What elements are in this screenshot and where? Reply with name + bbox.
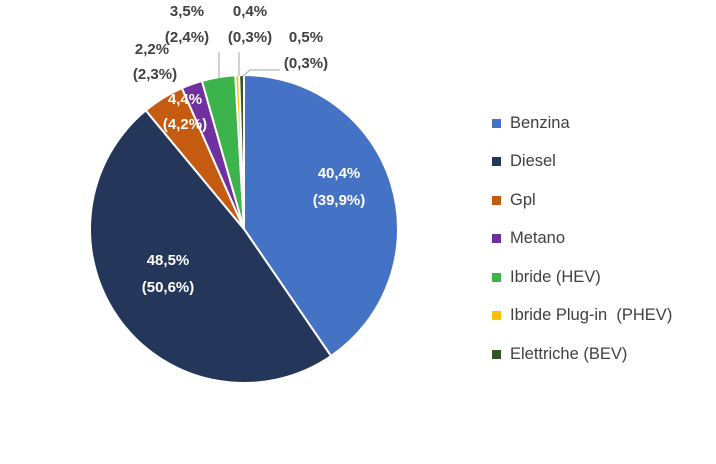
data-label-gpl: 4,4% [168,91,202,108]
legend-swatch-diesel [492,157,501,167]
legend-label-gpl: Gpl [510,190,536,209]
data-label-metano: 2,2% [135,41,169,58]
data-sublabel-hev: (2,4%) [165,29,209,46]
data-sublabel-metano: (2,3%) [133,66,177,83]
legend-item-diesel: Diesel [492,143,672,182]
legend: Benzina Diesel Gpl Metano Ibride (HEV) I… [492,104,672,374]
pie-slice-diesel [89,108,333,384]
legend-item-gpl: Gpl [492,181,672,220]
data-label-diesel: 48,5% [147,252,190,269]
data-label-hev: 3,5% [170,3,204,20]
data-label-benzina: 40,4% [318,165,361,182]
legend-label-metano: Metano [510,229,566,248]
legend-label-phev: Ibride Plug-in (PHEV) [510,306,673,325]
legend-swatch-hev [492,272,501,282]
legend-label-benzina: Benzina [510,113,570,132]
data-sublabel-gpl: (4,2%) [163,116,207,133]
legend-swatch-bev [492,349,501,359]
pie-slice-benzina [243,73,399,358]
legend-item-bev: Elettriche (BEV) [492,335,672,374]
legend-swatch-phev [492,311,501,321]
legend-label-diesel: Diesel [510,152,556,171]
data-label-phev: 0,4% [233,3,267,20]
leader-line-bev [242,69,280,77]
data-sublabel-phev: (0,3%) [228,29,272,46]
legend-swatch-benzina [492,118,501,128]
legend-item-metano: Metano [492,220,672,259]
legend-swatch-gpl [492,195,501,205]
legend-label-bev: Elettriche (BEV) [510,344,628,363]
data-sublabel-bev: (0,3%) [284,55,328,72]
data-label-bev: 0,5% [289,29,323,46]
data-sublabel-benzina: (39,9%) [313,192,366,209]
legend-label-hev: Ibride (HEV) [510,267,601,286]
legend-item-benzina: Benzina [492,104,672,143]
data-sublabel-diesel: (50,6%) [142,279,195,296]
legend-swatch-metano [492,234,501,244]
legend-item-hev: Ibride (HEV) [492,258,672,297]
legend-item-phev: Ibride Plug-in (PHEV) [492,297,672,336]
